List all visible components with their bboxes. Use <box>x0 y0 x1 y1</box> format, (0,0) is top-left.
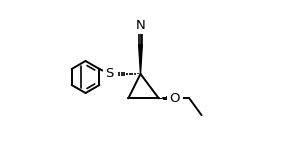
Polygon shape <box>139 45 142 74</box>
Text: N: N <box>136 19 145 32</box>
Text: O: O <box>170 92 180 105</box>
Text: S: S <box>105 67 114 80</box>
